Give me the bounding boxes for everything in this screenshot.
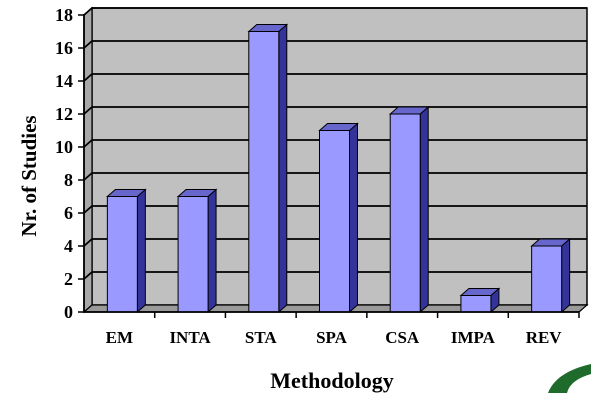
y-axis-title: Nr. of Studies (17, 115, 41, 236)
bar (388, 105, 430, 314)
bar-side (561, 237, 571, 314)
bar (106, 188, 147, 314)
bar-side (349, 122, 358, 314)
y-tick-label: 10 (55, 137, 73, 157)
x-tick-label: REV (526, 328, 563, 347)
axes (78, 14, 580, 318)
x-axis-title: Methodology (270, 368, 393, 393)
bar-front (319, 130, 350, 313)
bar-front (177, 196, 209, 313)
gridline (83, 7, 587, 16)
x-tick-label: IMPA (451, 328, 496, 347)
bar-front (460, 295, 492, 313)
y-tick-label: 14 (55, 71, 73, 91)
gridline (83, 73, 587, 82)
x-tick-label: STA (245, 328, 278, 347)
x-tick-label: INTA (169, 328, 211, 347)
x-tick-label: EM (106, 328, 133, 347)
y-tick-labels: 0 2 4 6 8 10 12 14 16 18 (55, 5, 73, 322)
x-tick-label: SPA (316, 328, 348, 347)
bar (318, 122, 359, 314)
bar-front (389, 113, 421, 313)
bars (106, 23, 571, 314)
y-tick-label: 16 (55, 38, 73, 58)
y-tick-label: 8 (64, 170, 73, 190)
y-tick-label: 18 (55, 5, 73, 25)
y-tick-label: 4 (64, 236, 73, 256)
side-wall (83, 6, 93, 314)
bar-front (248, 31, 280, 313)
green-arc-logo-icon (548, 364, 591, 393)
bar-side (419, 105, 429, 314)
bar (247, 23, 289, 314)
gridline (83, 40, 587, 49)
y-tick-label: 12 (55, 104, 73, 124)
y-tick-label: 2 (64, 269, 73, 289)
bar-side (278, 23, 288, 314)
bar (176, 188, 218, 314)
bar-side (207, 188, 217, 314)
bar-front (531, 245, 563, 313)
x-tick-label: CSA (385, 328, 420, 347)
bar (530, 237, 571, 314)
y-tick-label: 0 (64, 302, 73, 322)
bar-side (136, 188, 146, 314)
x-tick-labels: EM INTA STA SPA CSA IMPA REV (106, 328, 563, 347)
y-tick-label: 6 (64, 203, 73, 223)
bar-front (106, 196, 138, 313)
bar (459, 287, 501, 314)
